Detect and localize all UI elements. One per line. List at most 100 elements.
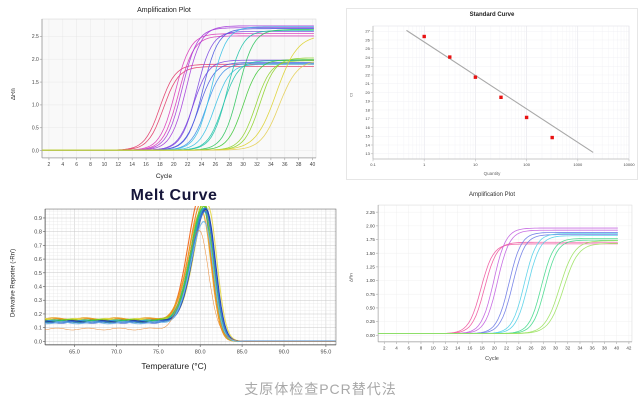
svg-text:90.0: 90.0: [279, 349, 290, 355]
svg-text:0.5: 0.5: [32, 126, 39, 132]
svg-text:14: 14: [365, 142, 370, 147]
svg-text:30: 30: [553, 345, 559, 350]
svg-text:0.1: 0.1: [34, 326, 42, 332]
svg-text:24: 24: [516, 345, 522, 350]
svg-text:22: 22: [185, 162, 191, 168]
y-axis-label: ΔRn: [11, 88, 17, 100]
svg-text:28: 28: [227, 162, 233, 168]
panel-standard-curve: Standard Curve Ct 0.1 1 10 100 1000 10000 13 14…: [346, 8, 638, 180]
svg-text:1.00: 1.00: [366, 278, 375, 283]
svg-text:16: 16: [467, 345, 473, 350]
svg-text:10000: 10000: [623, 162, 635, 167]
svg-text:1.5: 1.5: [32, 80, 39, 86]
svg-text:0.0: 0.0: [34, 339, 42, 345]
svg-text:100: 100: [523, 162, 530, 167]
svg-text:0.4: 0.4: [34, 285, 42, 291]
chart-title: Melt Curve: [130, 187, 218, 204]
chart-title: Amplification Plot: [468, 192, 516, 198]
svg-text:4: 4: [61, 162, 64, 168]
svg-text:16: 16: [365, 125, 370, 130]
svg-text:16: 16: [143, 162, 149, 168]
svg-text:6: 6: [75, 162, 78, 168]
svg-text:40: 40: [310, 162, 316, 168]
svg-text:34: 34: [268, 162, 274, 168]
svg-text:70.0: 70.0: [111, 349, 122, 355]
x-axis-label: Temperature (°C): [141, 361, 207, 371]
svg-text:27: 27: [365, 29, 370, 34]
svg-text:1.50: 1.50: [366, 251, 375, 256]
x-axis-label: Quantity: [483, 171, 501, 176]
svg-text:18: 18: [157, 162, 163, 168]
x-axis-label: Cycle: [155, 173, 173, 180]
svg-text:22: 22: [504, 345, 510, 350]
amplification-plot-bottom-svg: 2 4 6 8 10 12 14 16 18 20 22 24 26 28 30 32 34 36 38 40 420.…: [366, 204, 633, 350]
svg-text:0.5: 0.5: [34, 271, 42, 277]
svg-text:10: 10: [431, 345, 437, 350]
amplification-plot-top-svg: 2 4 6 8 10 12 14 16 18 20 22 24 26 28 30 32 34 36 38 400.00…: [32, 18, 317, 168]
svg-text:25: 25: [365, 46, 370, 51]
svg-text:32: 32: [254, 162, 260, 168]
svg-text:2: 2: [383, 345, 386, 350]
svg-text:36: 36: [282, 162, 288, 168]
svg-text:2.0: 2.0: [32, 57, 39, 63]
y-axis-label: Derivative Reporter (-Rn'): [10, 248, 17, 318]
svg-text:1: 1: [423, 162, 426, 167]
svg-text:14: 14: [455, 345, 461, 350]
panel-amplification-bottom: Amplification Plot ΔRn 2 4 6 8 10 12 14 16 18 20 2…: [346, 190, 638, 366]
svg-text:15: 15: [365, 134, 370, 139]
svg-text:95.0: 95.0: [321, 349, 332, 355]
svg-text:75.0: 75.0: [153, 349, 164, 355]
svg-text:10: 10: [102, 162, 108, 168]
svg-text:24: 24: [365, 55, 370, 60]
svg-text:42: 42: [626, 345, 632, 350]
svg-text:26: 26: [213, 162, 219, 168]
svg-text:30: 30: [240, 162, 246, 168]
svg-text:13: 13: [365, 151, 370, 156]
svg-text:1.25: 1.25: [366, 265, 375, 270]
svg-text:0.3: 0.3: [34, 298, 42, 304]
svg-text:38: 38: [296, 162, 302, 168]
svg-text:26: 26: [529, 345, 535, 350]
figure-caption: 支原体检查PCR替代法: [244, 381, 397, 397]
chart-title: Standard Curve: [469, 12, 515, 18]
svg-text:0.0: 0.0: [32, 148, 39, 154]
svg-text:40: 40: [614, 345, 620, 350]
svg-text:10: 10: [473, 162, 478, 167]
panel-amplification-top: Amplification Plot ΔRn 2 4 6 8 10 12 14 16 18 20 2…: [8, 5, 320, 183]
svg-text:65.0: 65.0: [69, 349, 80, 355]
y-axis-label: ΔRn: [348, 273, 354, 283]
svg-text:2: 2: [48, 162, 51, 168]
svg-text:19: 19: [365, 99, 370, 104]
svg-text:0.9: 0.9: [34, 216, 42, 222]
standard-curve-svg: 0.1 1 10 100 1000 10000 13 14 15 16 17 18 19 20 21 22 23…: [365, 25, 635, 167]
svg-text:85.0: 85.0: [237, 349, 248, 355]
svg-text:26: 26: [365, 37, 370, 42]
svg-text:24: 24: [199, 162, 205, 168]
svg-text:2.5: 2.5: [32, 34, 39, 40]
svg-text:20: 20: [171, 162, 177, 168]
svg-text:34: 34: [577, 345, 583, 350]
svg-text:12: 12: [116, 162, 122, 168]
svg-text:21: 21: [365, 81, 370, 86]
svg-text:32: 32: [565, 345, 571, 350]
svg-text:8: 8: [89, 162, 92, 168]
svg-text:0.2: 0.2: [34, 312, 42, 318]
svg-text:0.25: 0.25: [366, 319, 375, 324]
svg-text:1.75: 1.75: [366, 237, 375, 242]
svg-text:0.00: 0.00: [366, 333, 375, 338]
svg-text:0.6: 0.6: [34, 257, 42, 263]
svg-text:18: 18: [365, 107, 370, 112]
svg-text:1.0: 1.0: [32, 103, 39, 109]
svg-text:22: 22: [365, 72, 370, 77]
svg-text:2.25: 2.25: [366, 210, 375, 215]
svg-text:20: 20: [365, 90, 370, 95]
svg-text:38: 38: [602, 345, 608, 350]
svg-text:28: 28: [541, 345, 547, 350]
svg-text:4: 4: [395, 345, 398, 350]
svg-text:0.50: 0.50: [366, 306, 375, 311]
svg-text:0.8: 0.8: [34, 230, 42, 236]
chart-title: Amplification Plot: [137, 7, 191, 14]
svg-text:80.0: 80.0: [195, 349, 206, 355]
svg-text:36: 36: [590, 345, 596, 350]
